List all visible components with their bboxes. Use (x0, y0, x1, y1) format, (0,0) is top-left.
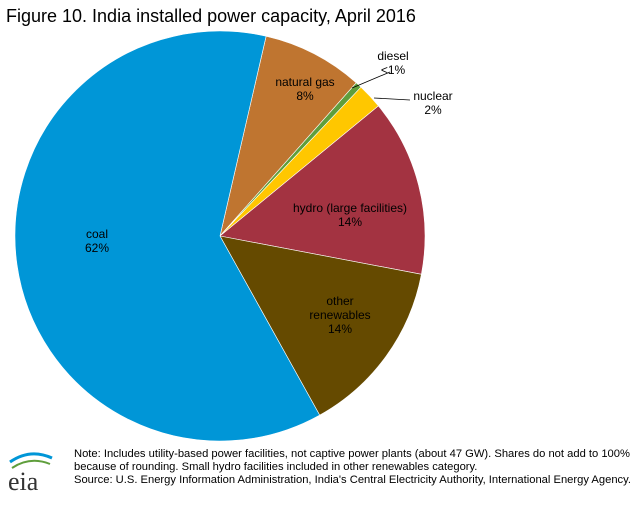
pie-slice (219, 105, 426, 275)
footnote: Note: Includes utility-based power facil… (74, 448, 634, 487)
slice-value-label: 14% (338, 215, 362, 229)
svg-text:eia: eia (8, 467, 39, 496)
slice-label-line: natural gas (275, 75, 334, 89)
slice-label: natural gas (275, 75, 334, 89)
source: Source: U.S. Energy Information Administ… (74, 474, 632, 486)
leader-line (351, 71, 391, 89)
slice-label-line: diesel (377, 49, 408, 63)
pie-slice (14, 30, 321, 442)
slice-value-label: 14% (328, 322, 352, 336)
slice-label: coal (86, 227, 108, 241)
slice-label-line: hydro (large facilities) (293, 201, 407, 215)
slice-label: other renewables (309, 294, 370, 322)
slice-label: diesel (377, 49, 408, 63)
slice-label: nuclear (413, 89, 452, 103)
slice-value-label: 2% (424, 103, 442, 117)
slice-label: hydro (large facilities) (293, 201, 407, 215)
slice-label-line: nuclear (413, 89, 452, 103)
slice-value-label: <1% (381, 63, 406, 77)
pie-slice (219, 35, 357, 237)
slice-label-line: coal (86, 227, 108, 241)
slice-label-line: other (326, 294, 353, 308)
pie-slice (219, 235, 422, 416)
note: Note: Includes utility-based power facil… (74, 448, 630, 473)
slice-label-line: renewables (309, 308, 370, 322)
slice-value-label: 62% (85, 241, 109, 255)
slice-value-label: 8% (296, 89, 314, 103)
eia-logo: eia (8, 452, 53, 496)
chart-title: Figure 10. India installed power capacit… (6, 6, 416, 26)
leader-line (373, 97, 411, 101)
